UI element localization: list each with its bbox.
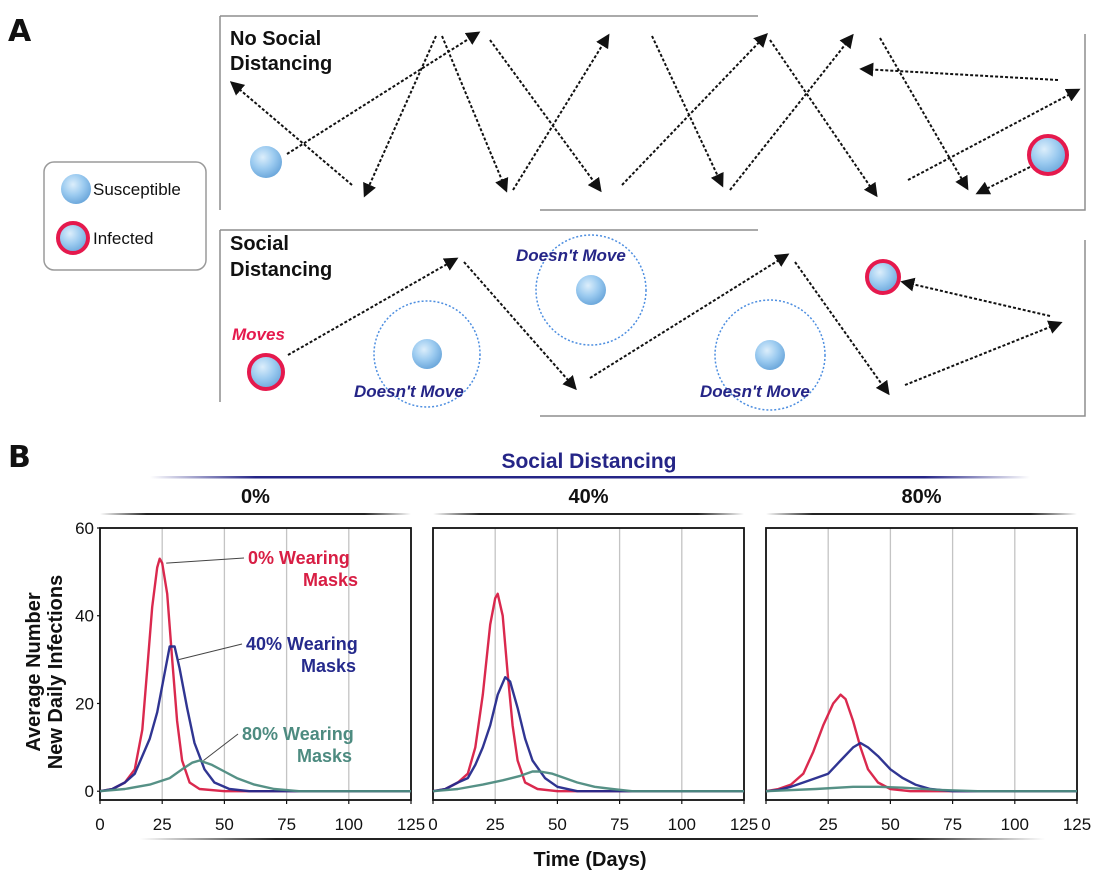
series-leader-line [178, 643, 243, 661]
top-box-title-line2: Distancing [230, 53, 332, 75]
top-box-title-line1: No Social [230, 28, 321, 50]
plot-frame [765, 527, 1078, 801]
x-tick-label: 0 [761, 815, 770, 834]
infected-ball-moving [247, 353, 285, 391]
facet-title: 80% [901, 486, 941, 508]
series-line-red [432, 592, 744, 793]
series-line-teal [99, 759, 411, 793]
series-line-teal [765, 785, 1077, 793]
series-line-blue [765, 741, 1077, 793]
series-line-teal [432, 770, 744, 793]
series-label: Masks [303, 570, 358, 590]
susceptible-ball-static-2 [576, 275, 606, 305]
x-tick-label: 0 [95, 815, 104, 834]
top-box-trajectories [229, 31, 1081, 198]
series-line-red [99, 557, 411, 793]
x-tick-label: 75 [943, 815, 962, 834]
y-tick-label: 20 [75, 694, 94, 713]
infected-legend-icon [56, 221, 90, 255]
facet-bracket [100, 513, 411, 515]
static-zone-2 [535, 234, 647, 346]
series-line-blue [432, 676, 744, 793]
plot-frame [99, 527, 412, 801]
series-label: 0% Wearing [248, 548, 350, 568]
x-tick-label: 50 [215, 815, 234, 834]
time-axis-bracket [140, 838, 1045, 840]
x-tick-label: 125 [1063, 815, 1091, 834]
panel-b-letter: B [8, 440, 31, 475]
y-tick-label: 40 [75, 607, 94, 626]
x-tick-label: 100 [1001, 815, 1029, 834]
bottom-box-title-line1: Social [230, 233, 289, 255]
social-distancing-box: Social Distancing Moves Doesn't Move Doe… [219, 229, 1086, 417]
doesnt-move-label-3: Doesn't Move [700, 382, 810, 401]
facet-1: 40% 0 25 50 75 100 125 [428, 486, 758, 834]
legend-infected-label: Infected [93, 229, 154, 248]
no-social-distancing-box: No Social Distancing [219, 15, 1086, 211]
susceptible-legend-icon [61, 174, 91, 204]
doesnt-move-label-1: Doesn't Move [354, 382, 464, 401]
legend: Susceptible Infected [43, 161, 207, 271]
y-tick-label: 0 [85, 782, 94, 801]
susceptible-ball [250, 146, 282, 178]
series-leader-line [203, 733, 239, 761]
static-zone-3 [714, 299, 826, 411]
series-leader-line [166, 557, 245, 564]
series-label: Masks [301, 656, 356, 676]
x-tick-label: 0 [428, 815, 437, 834]
social-distancing-group-title: Social Distancing [501, 450, 676, 473]
infected-ball-2 [865, 259, 901, 295]
series-label: 40% Wearing [246, 634, 358, 654]
facet-title: 40% [568, 486, 608, 508]
series-label: Masks [297, 746, 352, 766]
bottom-box-title-line2: Distancing [230, 259, 332, 281]
x-tick-label: 100 [668, 815, 696, 834]
x-tick-label: 50 [881, 815, 900, 834]
facet-bracket [766, 513, 1077, 515]
bottom-box-trajectories [287, 253, 1063, 396]
series-line-blue [99, 645, 411, 793]
x-tick-label: 25 [153, 815, 172, 834]
x-tick-label: 125 [397, 815, 425, 834]
series-line-red [765, 693, 1077, 793]
x-tick-label: 100 [335, 815, 363, 834]
social-distancing-bracket [150, 476, 1030, 479]
moves-label: Moves [232, 325, 285, 344]
susceptible-ball-static-1 [412, 339, 442, 369]
facet-title: 0% [241, 486, 270, 508]
facet-bracket [433, 513, 744, 515]
panel-a-letter: A [8, 14, 32, 49]
infected-ball [1027, 134, 1069, 176]
x-tick-label: 25 [486, 815, 505, 834]
top-box-frame [219, 15, 1086, 211]
doesnt-move-label-2: Doesn't Move [516, 246, 626, 265]
x-tick-label: 125 [730, 815, 758, 834]
x-tick-label: 75 [277, 815, 296, 834]
susceptible-ball-static-3 [755, 340, 785, 370]
facet-2: 80% 0 25 50 75 100 125 [761, 486, 1091, 834]
x-tick-label: 25 [819, 815, 838, 834]
x-tick-label: 50 [548, 815, 567, 834]
plot-frame [432, 527, 745, 801]
y-axis-title-line2: New Daily Infections [45, 575, 67, 770]
legend-susceptible-label: Susceptible [93, 180, 181, 199]
y-tick-label: 60 [75, 519, 94, 538]
x-axis-title: Time (Days) [533, 849, 646, 871]
series-label: 80% Wearing [242, 724, 354, 744]
x-tick-label: 75 [610, 815, 629, 834]
bottom-box-frame [219, 229, 1086, 417]
static-zone-1 [373, 300, 481, 408]
y-axis-title-line1: Average Number [23, 592, 45, 752]
